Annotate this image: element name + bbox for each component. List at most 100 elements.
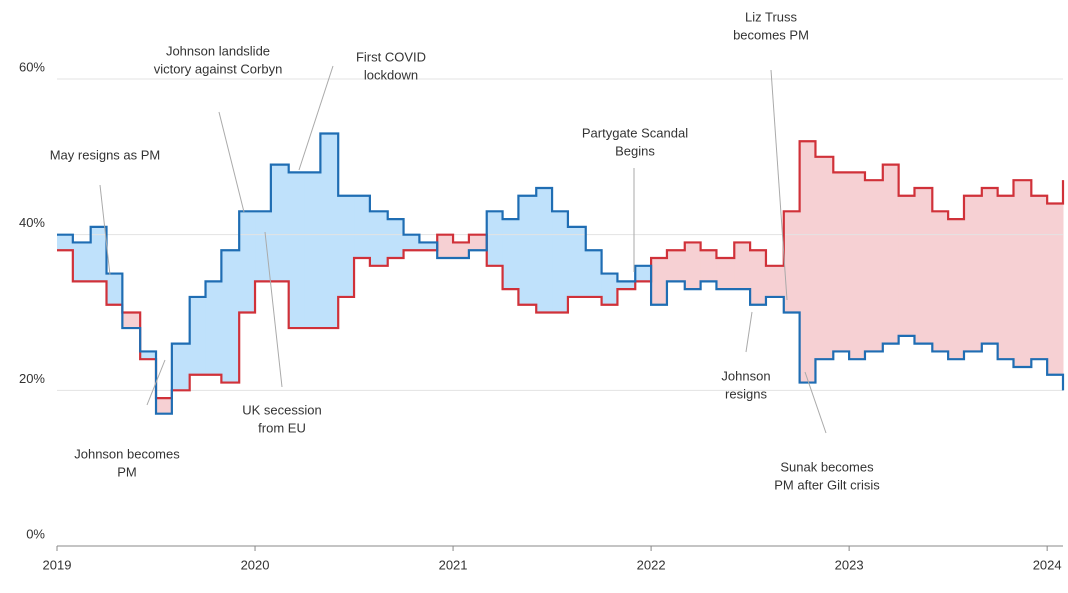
annotation-leader <box>146 359 166 406</box>
annotation-text: Sunak becomes <box>780 459 874 474</box>
gap-fill <box>552 211 569 313</box>
gap-fill <box>221 250 240 383</box>
gap-fill <box>502 219 519 290</box>
fill-layer <box>57 133 1064 414</box>
gap-fill <box>914 187 933 344</box>
annotation-text: resigns <box>725 386 767 401</box>
gap-fill <box>815 156 834 360</box>
annotation-leader <box>745 311 753 353</box>
x-tick-label: 2021 <box>439 557 468 572</box>
annotation-leader <box>298 65 334 171</box>
annotation-text: Begins <box>615 143 655 158</box>
gap-fill <box>304 172 321 329</box>
gap-fill <box>72 242 92 282</box>
gap-fill <box>963 195 983 352</box>
gap-fill <box>833 172 850 352</box>
gap-fill <box>750 250 767 305</box>
grid-layer <box>57 78 1063 547</box>
gap-fill <box>567 226 587 297</box>
gap-fill <box>189 296 207 375</box>
annotation-leader <box>770 69 788 301</box>
gap-fill <box>1047 203 1064 375</box>
gap-fill <box>486 211 504 266</box>
gap-fill <box>468 234 488 251</box>
gap-fill <box>716 258 735 290</box>
gap-fill <box>635 265 652 282</box>
gap-fill <box>387 219 405 259</box>
gap-fill <box>536 187 553 313</box>
gap-fill <box>205 281 222 375</box>
gap-fill <box>255 211 272 282</box>
gap-fill <box>270 164 290 282</box>
gap-fill <box>320 133 339 329</box>
gap-fill <box>799 141 816 383</box>
gap-fill <box>684 242 702 290</box>
gap-fill <box>156 398 173 414</box>
annotation-text: PM <box>117 464 137 479</box>
gap-fill <box>106 273 123 305</box>
gap-fill <box>898 195 915 336</box>
gap-fill <box>585 250 603 297</box>
gap-fill <box>849 172 866 360</box>
gap-fill <box>1013 180 1032 367</box>
series-line <box>57 132 1065 415</box>
annotation-text: May resigns as PM <box>50 147 161 162</box>
gap-fill <box>90 226 108 282</box>
gap-fill <box>338 195 355 297</box>
gap-fill <box>57 234 74 251</box>
gap-fill <box>140 351 157 360</box>
gap-fill <box>419 242 438 251</box>
gap-fill <box>700 250 717 282</box>
gap-fill <box>239 211 256 313</box>
annotation-text: victory against Corbyn <box>154 61 283 76</box>
gap-fill <box>1031 195 1048 360</box>
annotation-text: UK secession <box>242 402 321 417</box>
gap-fill <box>601 273 618 305</box>
gap-fill <box>932 211 949 352</box>
gap-fill <box>864 180 884 352</box>
y-tick-label: 20% <box>19 371 45 386</box>
gap-fill <box>666 250 686 282</box>
y-tick-label: 40% <box>19 215 45 230</box>
annotation-text: Liz Truss <box>745 9 798 24</box>
annotation-leader <box>218 111 245 213</box>
gap-fill <box>354 195 371 259</box>
gap-fill <box>882 164 900 344</box>
gap-fill <box>122 312 141 329</box>
x-tick-label: 2024 <box>1033 557 1062 572</box>
gap-fill <box>453 242 470 259</box>
y-tick-label: 60% <box>19 59 45 74</box>
x-tick-label: 2023 <box>835 557 864 572</box>
annotation-text: Johnson landslide <box>166 43 270 58</box>
gap-fill <box>783 211 801 313</box>
gap-fill <box>403 234 420 251</box>
y-tick-label: 0% <box>26 526 45 541</box>
annotation-text: First COVID <box>356 49 426 64</box>
annotation-leader <box>264 231 283 388</box>
annotation-text: from EU <box>258 420 306 435</box>
gap-fill <box>171 343 191 391</box>
annotation-leader <box>99 184 111 276</box>
annotation-text: Partygate Scandal <box>582 125 688 140</box>
gap-fill <box>518 195 537 305</box>
annotation-text: Johnson <box>721 368 770 383</box>
gap-fill <box>765 265 785 297</box>
annotation-text: lockdown <box>364 67 418 82</box>
gap-fill <box>617 281 636 290</box>
annotation-text: Johnson becomes <box>74 446 180 461</box>
gap-fill <box>288 172 306 329</box>
x-tick-label: 2019 <box>43 557 72 572</box>
series-line <box>57 140 1065 400</box>
gap-fill <box>948 219 965 360</box>
x-tick-label: 2020 <box>241 557 270 572</box>
gap-fill <box>997 195 1014 360</box>
gap-fill <box>369 211 389 266</box>
x-tick-label: 2022 <box>637 557 666 572</box>
annotation-leader <box>804 371 827 434</box>
gap-fill <box>981 187 999 344</box>
annotation-text: becomes PM <box>733 27 809 42</box>
annotation-text: PM after Gilt crisis <box>774 477 880 492</box>
gap-fill <box>734 242 751 290</box>
gap-fill <box>651 258 668 305</box>
